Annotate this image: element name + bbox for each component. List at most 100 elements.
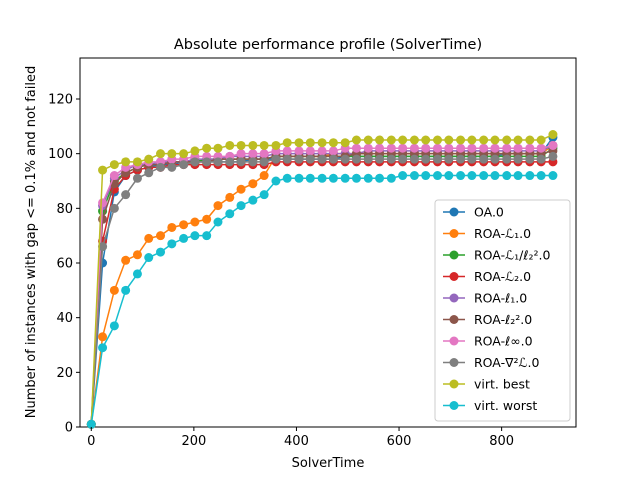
data-point [479, 171, 489, 181]
data-point [305, 173, 315, 183]
data-point [144, 233, 154, 243]
data-point [409, 171, 419, 181]
data-point [548, 151, 558, 161]
data-point [259, 190, 269, 200]
data-point [433, 171, 443, 181]
legend-label: ROA-ℒ₂.0 [474, 269, 531, 284]
y-tick-label: 80 [56, 202, 73, 217]
data-point [109, 285, 119, 295]
legend-item: ROA-ℒ₁/ℓ₂².0 [443, 248, 550, 263]
y-tick-label: 20 [56, 366, 73, 381]
data-point [259, 157, 269, 167]
data-point [259, 171, 269, 181]
data-point [236, 149, 246, 159]
data-point [456, 171, 466, 181]
data-point [525, 171, 535, 181]
data-point [213, 157, 223, 167]
data-point [444, 143, 454, 153]
data-point [98, 332, 108, 342]
data-point [536, 171, 546, 181]
data-point [490, 154, 500, 164]
data-point [98, 343, 108, 353]
data-point [156, 231, 166, 241]
data-point [444, 154, 454, 164]
y-tick-label: 120 [48, 93, 73, 108]
data-point [202, 231, 212, 241]
data-point [132, 173, 142, 183]
data-point [167, 162, 177, 172]
legend-swatch-marker [449, 336, 459, 346]
data-point [548, 130, 558, 140]
series-layer [86, 130, 558, 429]
data-point [398, 171, 408, 181]
data-point [259, 149, 269, 159]
data-point [190, 146, 200, 156]
data-point [351, 173, 361, 183]
legend-item: ROA-ℒ₂.0 [443, 269, 531, 284]
x-tick-label: 800 [489, 434, 514, 449]
data-point [398, 154, 408, 164]
x-tick-label: 0 [87, 434, 95, 449]
data-point [375, 135, 385, 145]
y-tick-label: 0 [65, 421, 73, 436]
data-point [351, 143, 361, 153]
plot-area [79, 57, 577, 428]
data-point [179, 220, 189, 230]
data-point [409, 135, 419, 145]
series-7 [86, 151, 558, 429]
data-point [144, 253, 154, 263]
data-point [109, 321, 119, 331]
data-point [409, 154, 419, 164]
data-point [398, 135, 408, 145]
data-point [525, 135, 535, 145]
data-point [98, 198, 108, 208]
y-tick-label: 60 [56, 257, 73, 272]
data-point [236, 201, 246, 211]
data-point [386, 135, 396, 145]
data-point [421, 171, 431, 181]
legend-swatch-marker [449, 272, 459, 281]
legend-swatch-marker [449, 229, 459, 238]
data-point [433, 154, 443, 164]
data-point [294, 154, 304, 164]
data-point [248, 157, 258, 167]
legend: OA.0 ROA-ℒ₁.0 ROA-ℒ₁/ℓ₂².0 ROA-ℒ₂.0 ROA-ℓ₁.0… [434, 199, 571, 422]
data-point [86, 419, 96, 429]
data-point [225, 209, 235, 219]
legend-label: ROA-ℓ∞.0 [474, 334, 533, 349]
legend-item: ROA-ℒ₁.0 [443, 226, 531, 241]
legend-swatch-marker [449, 379, 459, 389]
legend-swatch-marker [449, 358, 459, 367]
data-point [386, 143, 396, 153]
data-point [121, 255, 131, 265]
data-point [144, 154, 154, 164]
legend-label: ROA-ℒ₁/ℓ₂².0 [474, 248, 550, 263]
data-point [513, 143, 523, 153]
data-point [294, 173, 304, 183]
legend-label: ROA-∇²ℒ.0 [474, 355, 539, 370]
data-point [271, 176, 281, 186]
data-point [490, 171, 500, 181]
data-point [167, 149, 177, 159]
data-point [536, 154, 546, 164]
data-point [363, 143, 373, 153]
data-point [467, 171, 477, 181]
data-point [513, 154, 523, 164]
data-point [398, 143, 408, 153]
data-point [305, 154, 315, 164]
data-point [421, 135, 431, 145]
data-point [282, 154, 292, 164]
legend-label: virt. worst [474, 398, 537, 413]
data-point [363, 154, 373, 164]
data-point [305, 146, 315, 156]
legend-label: OA.0 [474, 205, 504, 220]
data-point [213, 143, 223, 153]
data-point [305, 138, 315, 148]
data-point [421, 143, 431, 153]
data-point [375, 173, 385, 183]
data-point [467, 143, 477, 153]
data-point [179, 160, 189, 170]
data-point [213, 201, 223, 211]
series-8 [86, 130, 558, 429]
